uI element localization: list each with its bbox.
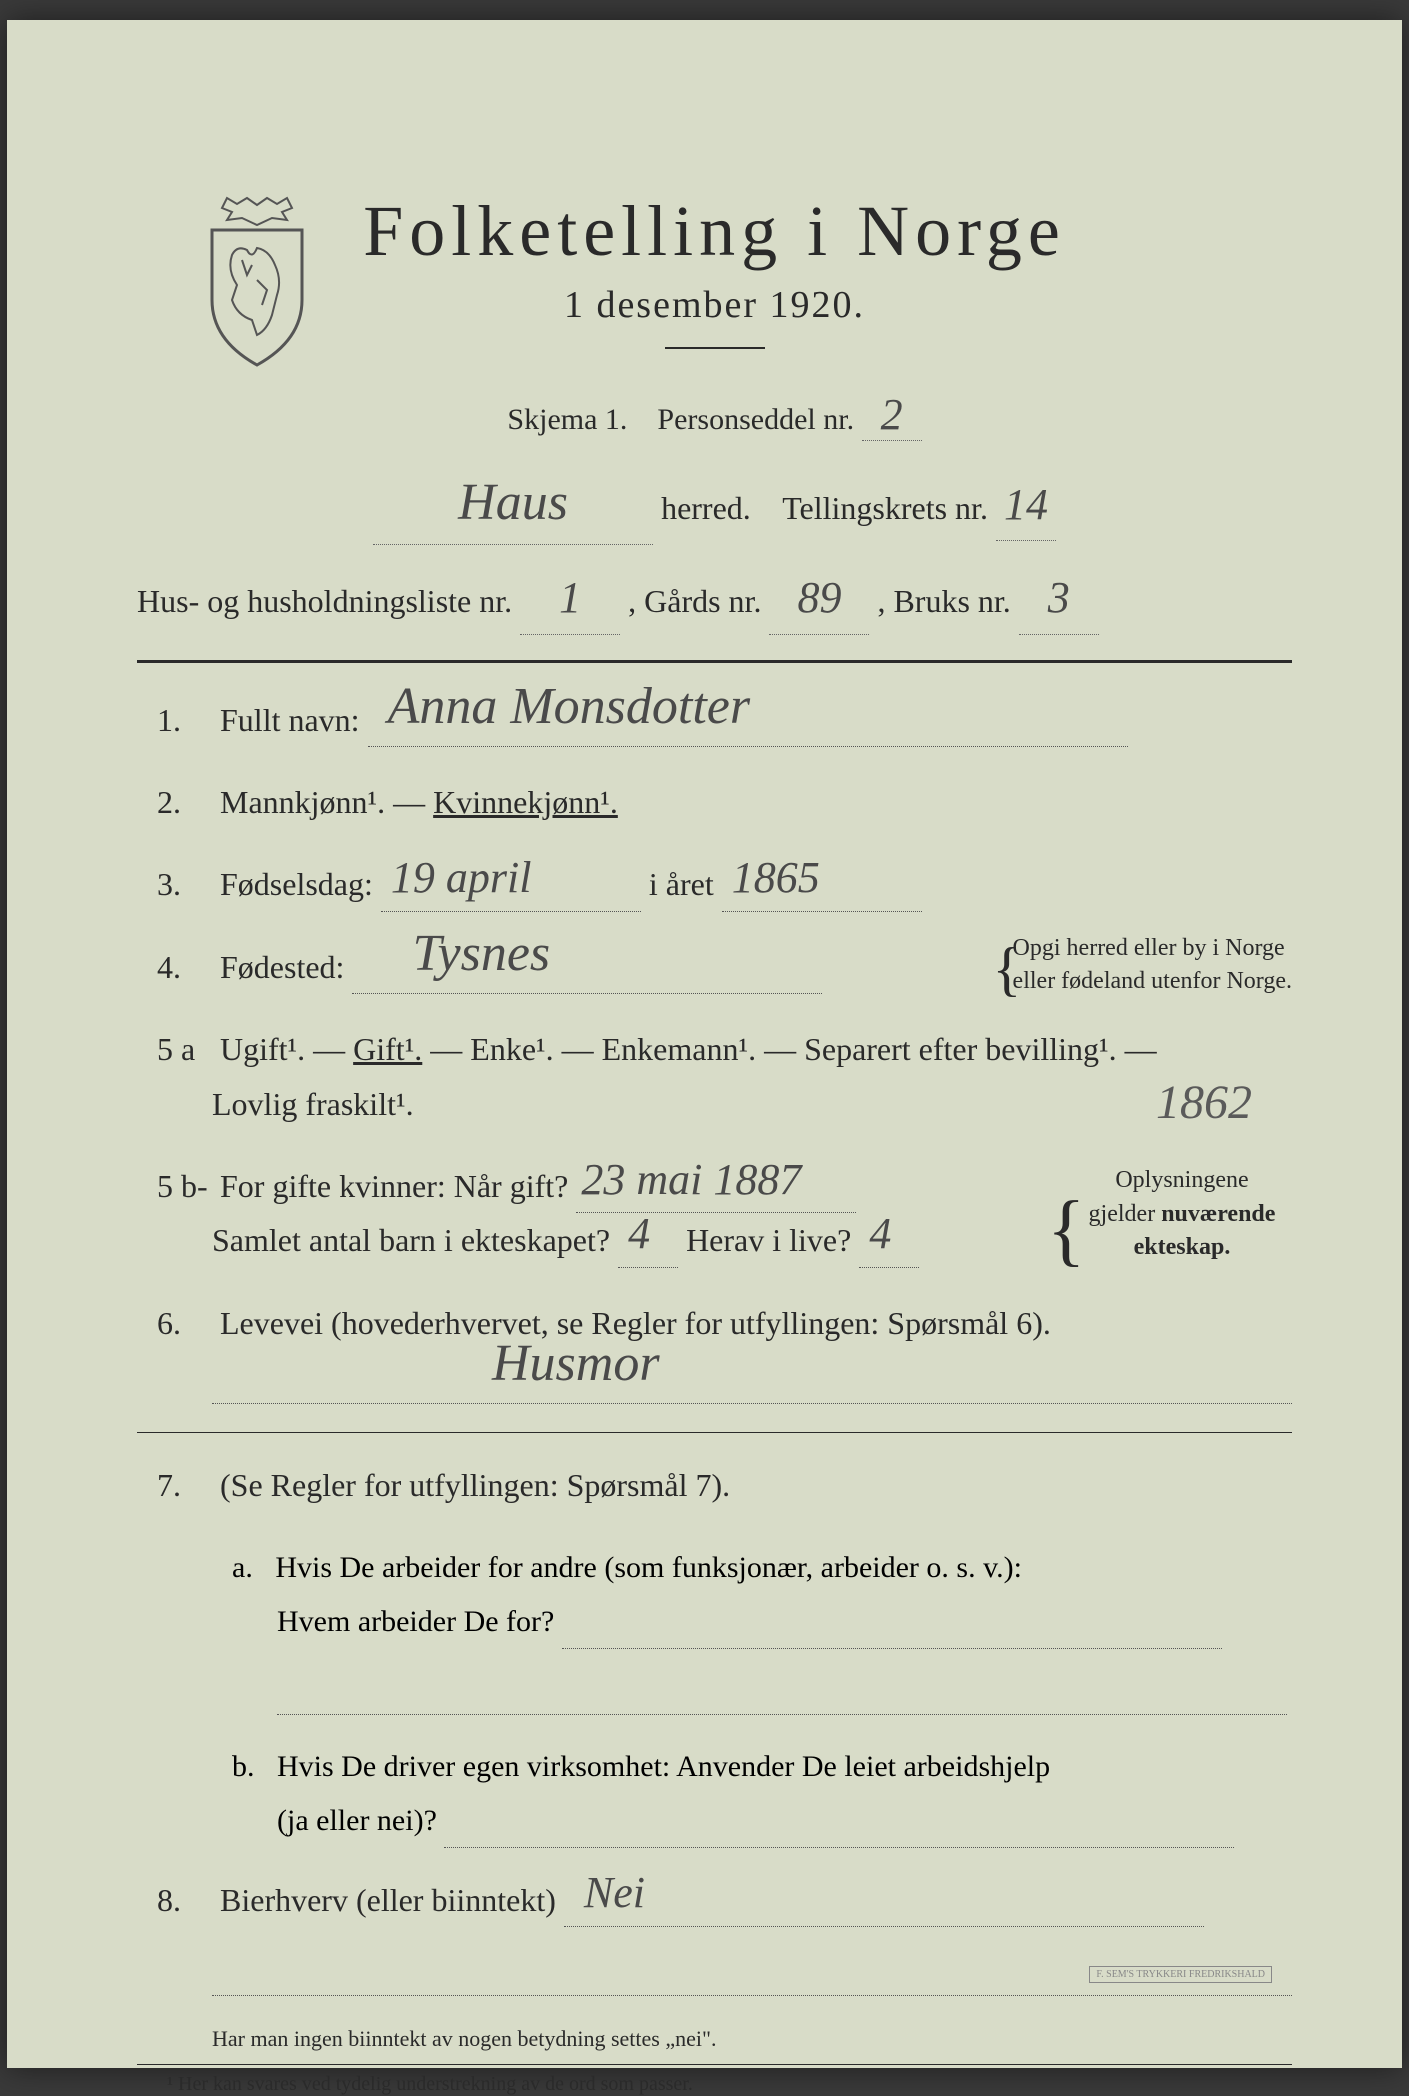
question-3: 3. Fødselsdag: 19 april i året 1865: [137, 857, 1292, 911]
bruks-nr: 3: [1019, 563, 1099, 634]
q7b-label: Hvis De driver egen virksomhet: Anvender…: [277, 1750, 1050, 1783]
q6-value: Husmor: [492, 1320, 660, 1408]
herred-label: herred.: [661, 490, 751, 526]
q3-day: 19 april: [391, 841, 532, 916]
q2-kvinne: Kvinnekjønn¹.: [433, 784, 618, 820]
q3-year: 1865: [732, 841, 820, 916]
q7-num: 7.: [157, 1458, 212, 1512]
q2-num: 2.: [157, 775, 212, 829]
form-meta-line2: Haus herred. Tellingskrets nr. 14: [137, 461, 1292, 545]
q5a-enkemann: Enkemann¹.: [602, 1031, 756, 1067]
q5b-label2: Samlet antal barn i ekteskapet?: [157, 1222, 610, 1258]
q7b-answer: [444, 1812, 1234, 1848]
form-meta-line1: Skjema 1. Personseddel nr. 2: [137, 389, 1292, 441]
q5b-alive: 4: [869, 1197, 891, 1272]
q8-label: Bierhverv (eller biinntekt): [220, 1882, 556, 1918]
q7a-letter: a.: [232, 1551, 268, 1584]
question-7: 7. (Se Regler for utfyllingen: Spørsmål …: [137, 1458, 1292, 1512]
q5b-sidenote: { Oplysningene gjelder nuværende ekteska…: [1072, 1164, 1292, 1265]
q5b-sn3: ekteskap.: [1134, 1234, 1231, 1260]
q7a-label: Hvis De arbeider for andre (som funksjon…: [275, 1551, 1022, 1584]
personseddel-label: Personseddel nr.: [657, 403, 854, 436]
q3-label: Fødselsdag:: [220, 866, 373, 902]
printer-mark: F. SEM'S TRYKKERI FREDRIKSHALD: [1089, 1966, 1272, 1983]
q5a-enke: Enke¹.: [470, 1031, 553, 1067]
q1-value: Anna Monsdotter: [388, 663, 751, 751]
footnote-2: ¹ Her kan svares ved tydelig understrekn…: [137, 2073, 1292, 2096]
q2-mann: Mannkjønn¹.: [220, 784, 385, 820]
q8-num: 8.: [157, 1873, 212, 1927]
question-5a: 5 a Ugift¹. — Gift¹. — Enke¹. — Enkemann…: [137, 1022, 1292, 1131]
q4-num: 4.: [157, 940, 212, 994]
q1-num: 1.: [157, 693, 212, 747]
personseddel-nr: 2: [862, 389, 922, 441]
q5b-sn1: Oplysningene: [1115, 1167, 1248, 1193]
q5b-when: 23 mai 1887: [581, 1143, 801, 1218]
q4-label: Fødested:: [220, 949, 344, 985]
q3-year-label: i året: [649, 866, 714, 902]
crest-svg: [197, 190, 317, 370]
question-2: 2. Mannkjønn¹. — Kvinnekjønn¹.: [137, 775, 1292, 829]
section-divider-2: [137, 1432, 1292, 1433]
question-5b: 5 b- For gifte kvinner: Når gift? 23 mai…: [137, 1159, 1292, 1268]
q5a-num: 5 a: [157, 1022, 212, 1076]
hus-nr: 1: [520, 563, 620, 634]
q7-label: (Se Regler for utfyllingen: Spørsmål 7).: [220, 1467, 730, 1503]
q7b-letter: b.: [232, 1750, 270, 1783]
question-6: 6. Levevei (hovederhvervet, se Regler fo…: [137, 1296, 1292, 1405]
q5a-ugift: Ugift¹.: [220, 1031, 305, 1067]
q3-num: 3.: [157, 857, 212, 911]
q4-sidenote: { Opgi herred eller by i Norge eller fød…: [1013, 932, 1292, 999]
q5b-label3: Herav i live?: [686, 1222, 851, 1258]
hus-label: Hus- og husholdningsliste nr.: [137, 583, 512, 619]
q5a-gift: Gift¹.: [353, 1031, 422, 1067]
herred-value: Haus: [373, 461, 653, 545]
q7a-answer: [562, 1613, 1222, 1649]
bruks-label: , Bruks nr.: [877, 583, 1010, 619]
skjema-label: Skjema 1.: [507, 403, 627, 436]
question-4: 4. Fødested: Tysnes { Opgi herred eller …: [137, 940, 1292, 994]
q5a-fraskilt: Lovlig fraskilt¹.: [157, 1086, 414, 1122]
tellingskrets-label: Tellingskrets nr.: [782, 490, 988, 526]
question-7b: b. Hvis De driver egen virksomhet: Anven…: [137, 1740, 1292, 1848]
q8-value: Nei: [584, 1856, 645, 1931]
q5b-sn2: gjelder nuværende: [1089, 1201, 1276, 1227]
norwegian-coat-of-arms: [197, 190, 317, 370]
header-divider: [665, 347, 765, 349]
q5b-label1: For gifte kvinner: Når gift?: [220, 1168, 568, 1204]
question-7a: a. Hvis De arbeider for andre (som funks…: [137, 1541, 1292, 1715]
census-form-document: Folketelling i Norge 1 desember 1920. Sk…: [7, 20, 1402, 2068]
q7a-answer-line2: [277, 1679, 1287, 1715]
q7b-question: (ja eller nei)?: [232, 1804, 437, 1837]
q4-sidenote2: eller fødeland utenfor Norge.: [1013, 968, 1292, 994]
q5a-margin-year: 1862: [1156, 1062, 1252, 1144]
q2-dash: —: [393, 784, 433, 820]
q5b-num: 5 b-: [157, 1159, 212, 1213]
form-meta-line3: Hus- og husholdningsliste nr. 1 , Gårds …: [137, 563, 1292, 634]
gards-label: , Gårds nr.: [628, 583, 761, 619]
q5b-total: 4: [628, 1197, 650, 1272]
q1-label: Fullt navn:: [220, 702, 360, 738]
q4-sidenote1: Opgi herred eller by i Norge: [1013, 935, 1285, 961]
q4-value: Tysnes: [412, 910, 550, 998]
q6-num: 6.: [157, 1296, 212, 1350]
question-1: 1. Fullt navn: Anna Monsdotter: [137, 693, 1292, 747]
gards-nr: 89: [769, 563, 869, 634]
footnote-divider: [137, 2064, 1292, 2065]
q5a-separert: Separert efter bevilling¹.: [804, 1031, 1117, 1067]
q7a-question: Hvem arbeider De for?: [232, 1605, 554, 1638]
tellingskrets-nr: 14: [996, 470, 1056, 541]
